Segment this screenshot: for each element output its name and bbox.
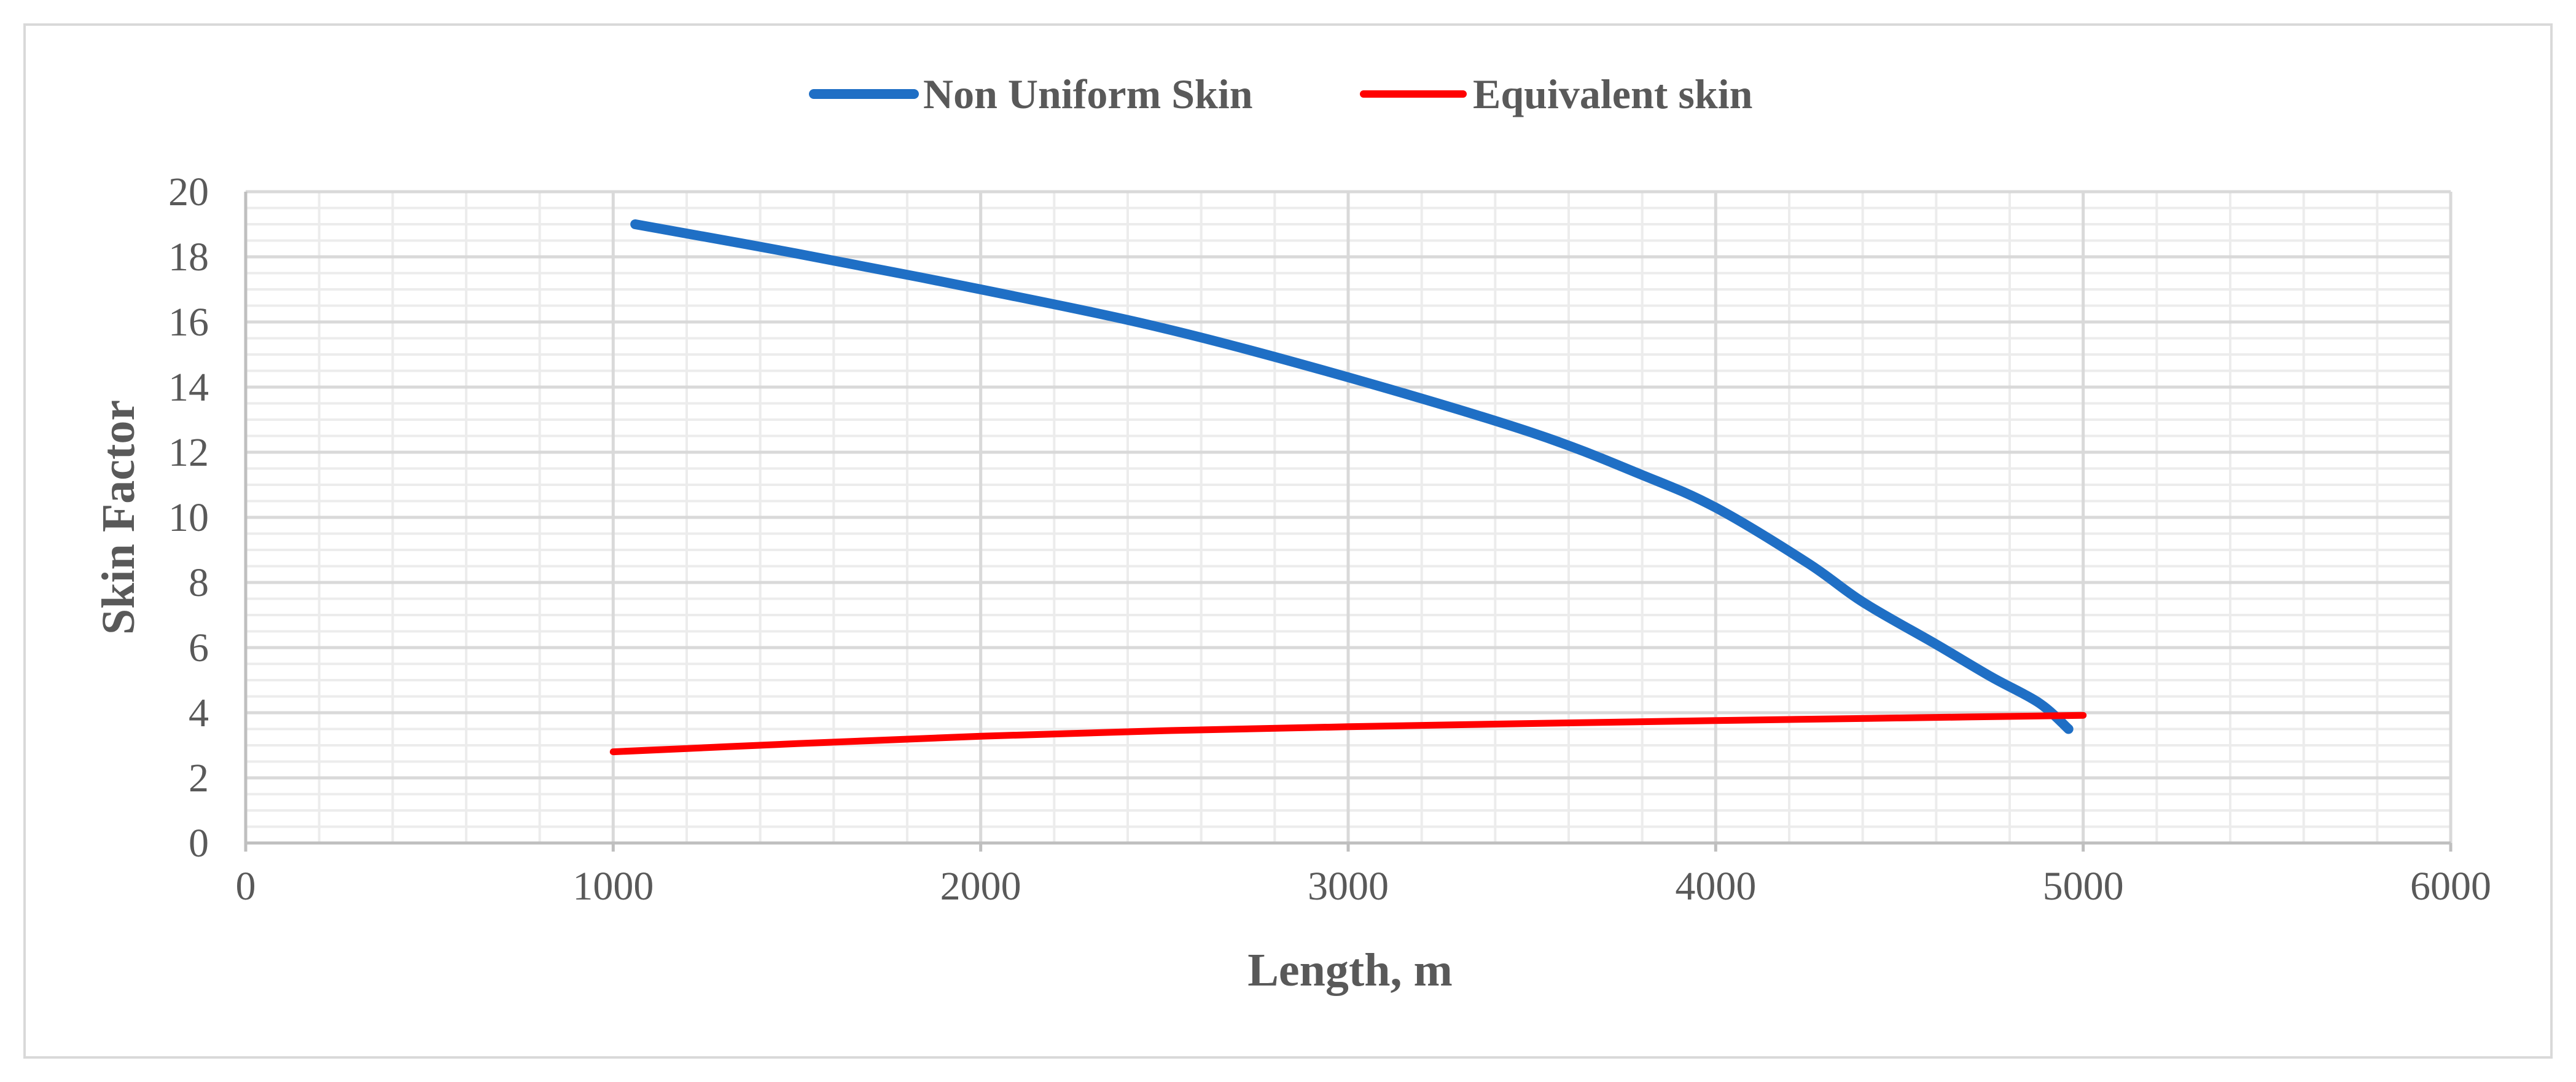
legend: Non Uniform Skin Equivalent skin	[809, 71, 1752, 117]
y-tick-label: 8	[189, 560, 209, 605]
y-tick-label: 12	[168, 430, 209, 475]
y-tick-label: 2	[189, 756, 209, 801]
y-tick-label: 18	[168, 235, 209, 280]
y-tick-label: 10	[168, 495, 209, 540]
x-tick-label: 3000	[1308, 864, 1389, 909]
y-tick-label: 14	[168, 365, 209, 410]
x-axis-title: Length, m	[1247, 944, 1453, 996]
x-tick-label: 4000	[1675, 864, 1756, 909]
x-tick-label: 5000	[2043, 864, 2124, 909]
chart-frame	[23, 23, 2553, 1059]
x-tick-label: 1000	[572, 864, 654, 909]
y-axis-title: Skin Factor	[93, 400, 144, 635]
legend-label-equivalent-skin: Equivalent skin	[1473, 71, 1752, 117]
y-tick-label: 20	[168, 170, 209, 214]
y-tick-label: 16	[168, 300, 209, 345]
y-tick-label: 4	[189, 691, 209, 735]
y-tick-label: 0	[189, 821, 209, 866]
series-line-non-uniform-skin	[630, 219, 2074, 734]
series-line-equivalent-skin	[609, 712, 2087, 756]
x-tick-label: 2000	[940, 864, 1021, 909]
series-layer	[609, 219, 2087, 756]
x-tick-label: 6000	[2410, 864, 2491, 909]
x-tick-label: 0	[236, 864, 256, 909]
y-tick-label: 6	[189, 625, 209, 670]
axes	[244, 192, 2453, 852]
tick-labels: 0 1000 2000 3000 4000 5000 6000 0 2 4 6 8 10 12 14 16 18…	[168, 170, 2491, 909]
legend-label-non-uniform-skin: Non Uniform Skin	[923, 71, 1253, 117]
